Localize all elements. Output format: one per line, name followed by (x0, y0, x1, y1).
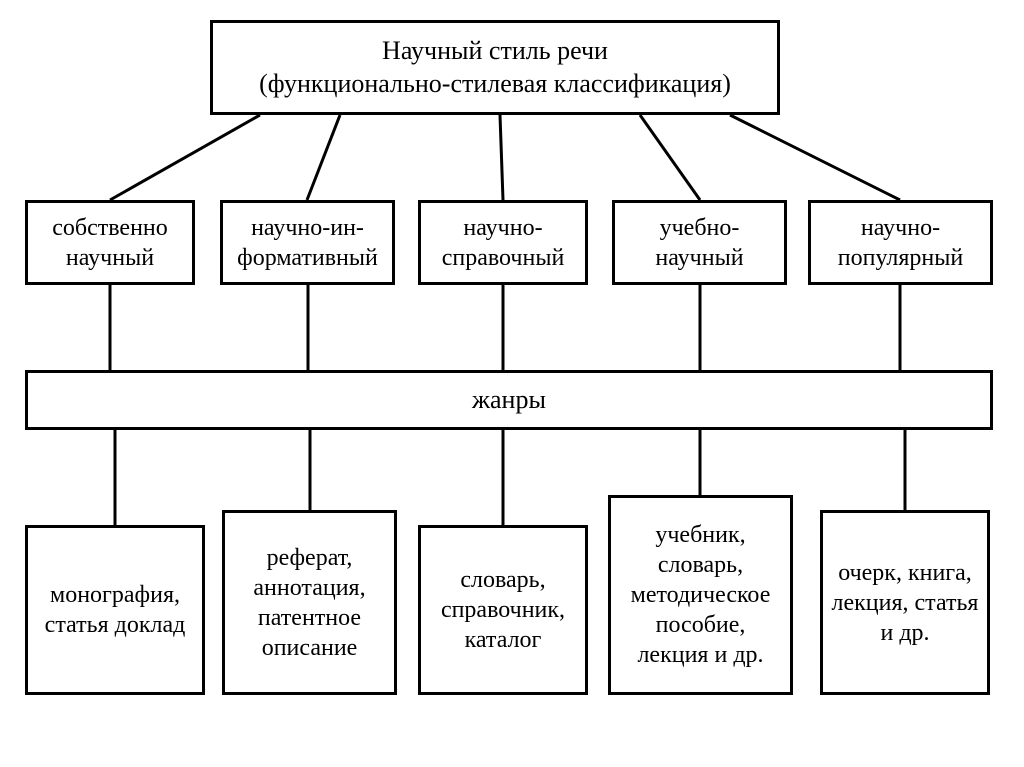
node-label: учебник, словарь, методическое пособие, … (619, 520, 782, 670)
node-label: жанры (472, 384, 546, 417)
node-substyle-1: собственно научный (25, 200, 195, 285)
node-label: учебно-научный (623, 213, 776, 273)
node-label: научно-справочный (429, 213, 577, 273)
node-genre-list-1: монография, статья доклад (25, 525, 205, 695)
node-label: научно-ин-формативный (231, 213, 384, 273)
root-node: Научный стиль речи (функционально-стилев… (210, 20, 780, 115)
node-genres: жанры (25, 370, 993, 430)
node-substyle-4: учебно-научный (612, 200, 787, 285)
root-title: Научный стиль речи (259, 35, 731, 68)
node-substyle-2: научно-ин-формативный (220, 200, 395, 285)
node-substyle-5: научно-популярный (808, 200, 993, 285)
node-label: научно-популярный (819, 213, 982, 273)
node-label: реферат, аннотация, патентное описание (233, 543, 386, 663)
node-genre-list-4: учебник, словарь, методическое пособие, … (608, 495, 793, 695)
node-label: словарь, справочник, каталог (429, 565, 577, 655)
node-label: собственно научный (36, 213, 184, 273)
node-genre-list-2: реферат, аннотация, патентное описание (222, 510, 397, 695)
node-genre-list-3: словарь, справочник, каталог (418, 525, 588, 695)
root-subtitle: (функционально-стилевая классификация) (259, 68, 731, 101)
node-label: монография, статья доклад (36, 580, 194, 640)
node-substyle-3: научно-справочный (418, 200, 588, 285)
node-label: очерк, книга, лекция, статья и др. (831, 558, 979, 648)
node-genre-list-5: очерк, книга, лекция, статья и др. (820, 510, 990, 695)
